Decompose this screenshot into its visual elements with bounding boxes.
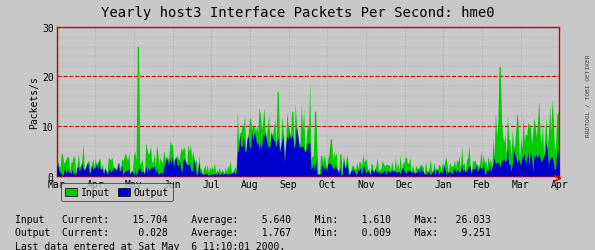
- Legend: Input, Output: Input, Output: [61, 184, 173, 201]
- Text: Yearly host3 Interface Packets Per Second: hme0: Yearly host3 Interface Packets Per Secon…: [101, 6, 494, 20]
- Text: Output  Current:     0.028    Average:    1.767    Min:    0.009    Max:    9.25: Output Current: 0.028 Average: 1.767 Min…: [15, 228, 491, 237]
- Text: Last data entered at Sat May  6 11:10:01 2000.: Last data entered at Sat May 6 11:10:01 …: [15, 241, 285, 250]
- Text: RRDTOOL / TOBI OETIKER: RRDTOOL / TOBI OETIKER: [586, 54, 591, 136]
- Text: Input   Current:    15.704    Average:    5.640    Min:    1.610    Max:   26.03: Input Current: 15.704 Average: 5.640 Min…: [15, 214, 491, 224]
- Y-axis label: Packets/s: Packets/s: [29, 76, 39, 128]
